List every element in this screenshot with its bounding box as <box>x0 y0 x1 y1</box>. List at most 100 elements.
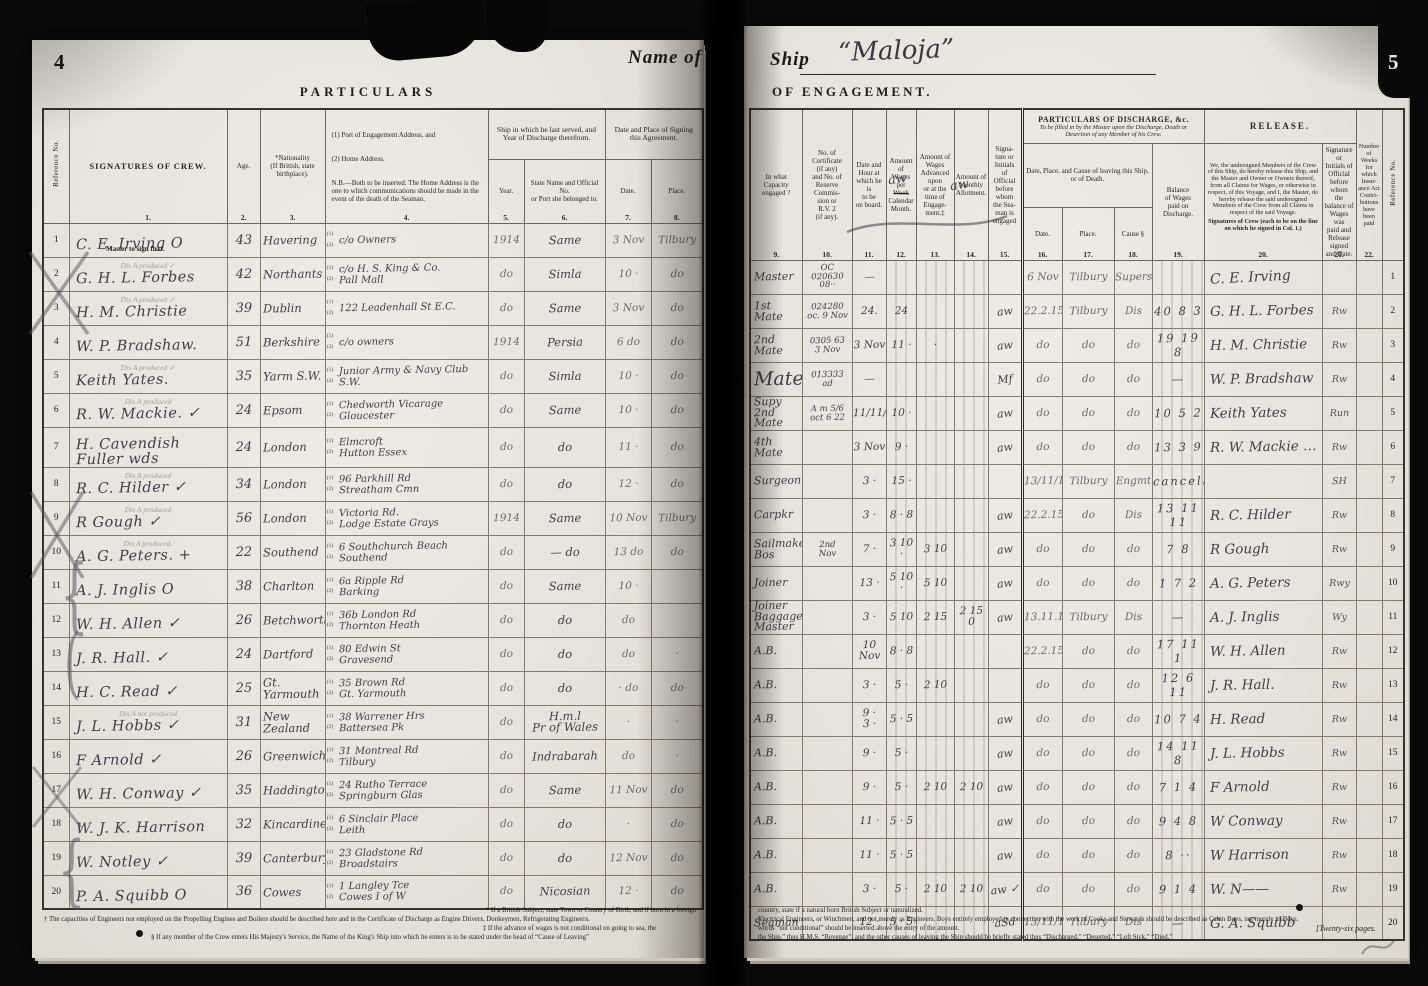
address-cell: (1) (2) 35 Brown Rd Gt. Yarmouth <box>324 670 489 706</box>
engage-official-initials: aw <box>995 405 1014 421</box>
reference-cell: 12 <box>42 602 70 638</box>
crew-table-row: 1 C. E. Irving O 43 Havering (1) (2) c/o… <box>42 222 704 258</box>
release-signature <box>1205 480 1321 482</box>
insurance-weeks-cell <box>1355 327 1383 363</box>
signing-date-value: 11 Nov <box>608 783 648 796</box>
insurance-weeks-cell <box>1355 531 1383 567</box>
engage-official-cell <box>987 667 1023 703</box>
onboard-value: 9 · 3 · <box>862 706 876 731</box>
crew-signature: W. P. Bradshaw. <box>75 337 197 356</box>
onboard-value: 9 · <box>862 746 876 759</box>
signing-group-header: Date and Place of Signing this Agreement… <box>604 108 704 160</box>
balance-cell: cancelled <box>1151 463 1205 499</box>
age-value: 24 <box>235 439 252 455</box>
balance-cell: 17 11 1 <box>1151 633 1205 669</box>
right-table-header: In what Capacity engaged ? 9. No. of Cer… <box>749 108 1405 261</box>
allotment-cell <box>953 531 989 567</box>
advance-cell: 2 10 <box>915 871 955 907</box>
certificate-cell: 2nd Nov <box>801 531 853 567</box>
last-ship-cell: Same <box>523 772 606 808</box>
capacity-value: A.B. <box>753 745 778 760</box>
address-value: 24 Rutho Terrace Springburn Glas <box>338 778 427 802</box>
allotment-cell <box>953 565 989 601</box>
age-cell: 26 <box>226 602 261 638</box>
wages-month-label: Calendar Month. <box>888 196 914 213</box>
allotment-value <box>955 651 987 652</box>
insurance-weeks-cell <box>1355 633 1383 669</box>
allotment-cell <box>953 735 989 771</box>
age-value: 34 <box>235 476 252 492</box>
reference-number: 6 <box>1390 442 1396 452</box>
nationality-value: London <box>262 510 307 526</box>
insurance-weeks-cell <box>1355 429 1383 465</box>
address-line-markers: (1) (2) <box>326 299 334 316</box>
balance-header: Balance of Wages paid on Discharge. 19. <box>1151 142 1205 261</box>
reference-number: 18 <box>51 819 62 829</box>
signature-cell: Dis A produced ✓ Keith Yates. <box>68 358 228 394</box>
last-ship-value: Indrabarah <box>531 747 598 764</box>
discharge-place-label: Place. <box>1079 229 1097 238</box>
footnote-dagger: † The capacities of Engineers not employ… <box>44 916 590 923</box>
signing-place-value: · <box>674 749 679 762</box>
discharge-year-value: 1914 <box>492 335 520 348</box>
nationality-cell: Southend <box>259 534 326 570</box>
discharge-place-cell: Tilbury <box>1061 293 1115 329</box>
discharge-place-value: do <box>1081 440 1095 453</box>
release-signature: W. H. Allen <box>1209 642 1286 660</box>
right-table-body: Master OC 020630 08·· — 6 Nov Tilbury Su… <box>749 259 1405 941</box>
discharge-cause-value: do <box>1126 712 1140 725</box>
last-ship-group-header: Ship in which he last served, and Year o… <box>487 108 606 160</box>
allotment-value <box>955 277 987 278</box>
discharge-place-value: do <box>1081 882 1095 895</box>
discharge-date-value: do <box>1035 372 1050 385</box>
paid-official-cell: Rw <box>1321 701 1357 737</box>
advance-cell <box>915 293 955 329</box>
release-signature-cell: F Arnold <box>1203 769 1323 805</box>
last-ship-cell: Nicosian <box>523 874 606 910</box>
capacity-cell: A.B. <box>749 803 803 839</box>
reference-number: 8 <box>53 479 59 489</box>
crew-signature: J. L. Hobbs ✓ <box>75 717 180 736</box>
reference-number: 18 <box>1388 850 1398 860</box>
wages-cell: 5 · 5 <box>885 905 917 941</box>
discharge-place-value: Tilbury <box>1068 304 1108 317</box>
advance-value <box>917 515 953 516</box>
signing-place-cell: do <box>650 426 704 468</box>
onboard-cell: 11 · <box>851 803 887 839</box>
age-value: 24 <box>235 646 252 662</box>
advance-value: 2 10 <box>923 780 947 793</box>
address-line-markers: (1) (2) <box>326 401 334 418</box>
discharge-date-cell: do <box>1020 327 1063 363</box>
address-nb-label: N.B.—Both to be inserted. The Home Addre… <box>331 178 479 203</box>
onboard-cell: — <box>851 259 887 295</box>
last-ship-value: Same <box>548 782 581 797</box>
year-col-number: 5. <box>503 212 509 222</box>
advance-value: 2 10 <box>923 678 947 691</box>
advance-value <box>917 855 953 856</box>
crew-table-row: 9 Dis A produced R Gough ✓ 56 London (1)… <box>42 500 704 536</box>
crew-signature: J. R. Hall. ✓ <box>75 649 169 668</box>
engage-official-cell: aw <box>987 293 1023 329</box>
age-cell: 43 <box>226 222 261 258</box>
address-line-markers: (1) (2) <box>326 231 334 248</box>
last-ship-value: Persia <box>546 334 583 349</box>
engage-official-cell: aw <box>987 735 1023 771</box>
discharge-date-cell: do <box>1020 361 1063 397</box>
discharge-place-value: do <box>1081 678 1095 691</box>
engagement-table-row: A.B. 10 Nov 8 · 8 22.2.15 do do 17 11 1 … <box>749 633 1405 669</box>
onboard-value: 11/11/14 <box>852 405 886 419</box>
wages-value: 9 · <box>894 440 908 453</box>
advance-cell: 2 10 <box>915 769 955 805</box>
age-value: 24 <box>235 402 252 418</box>
allotment-value <box>955 515 987 516</box>
address-line-markers: (1) (2) <box>326 611 334 628</box>
crew-table-row: 7 H. Cavendish Fuller wds 24 London (1) … <box>42 426 704 468</box>
punch-hole-dot <box>136 930 143 937</box>
nationality-cell: Cowes <box>259 874 326 910</box>
crew-table-row: 11 A. J. Inglis O 38 Charlton (1) (2) 6a… <box>42 568 704 604</box>
address-value: 96 Parkhill Rd Streatham Cmn <box>338 472 419 496</box>
last-ship-cell: Simla <box>523 256 606 292</box>
signature-cell: Dis A produced R. W. Mackie. ✓ <box>68 392 228 428</box>
paid-official-initials: Rw <box>1331 373 1347 385</box>
capacity-value: 4th Mate <box>753 434 783 459</box>
